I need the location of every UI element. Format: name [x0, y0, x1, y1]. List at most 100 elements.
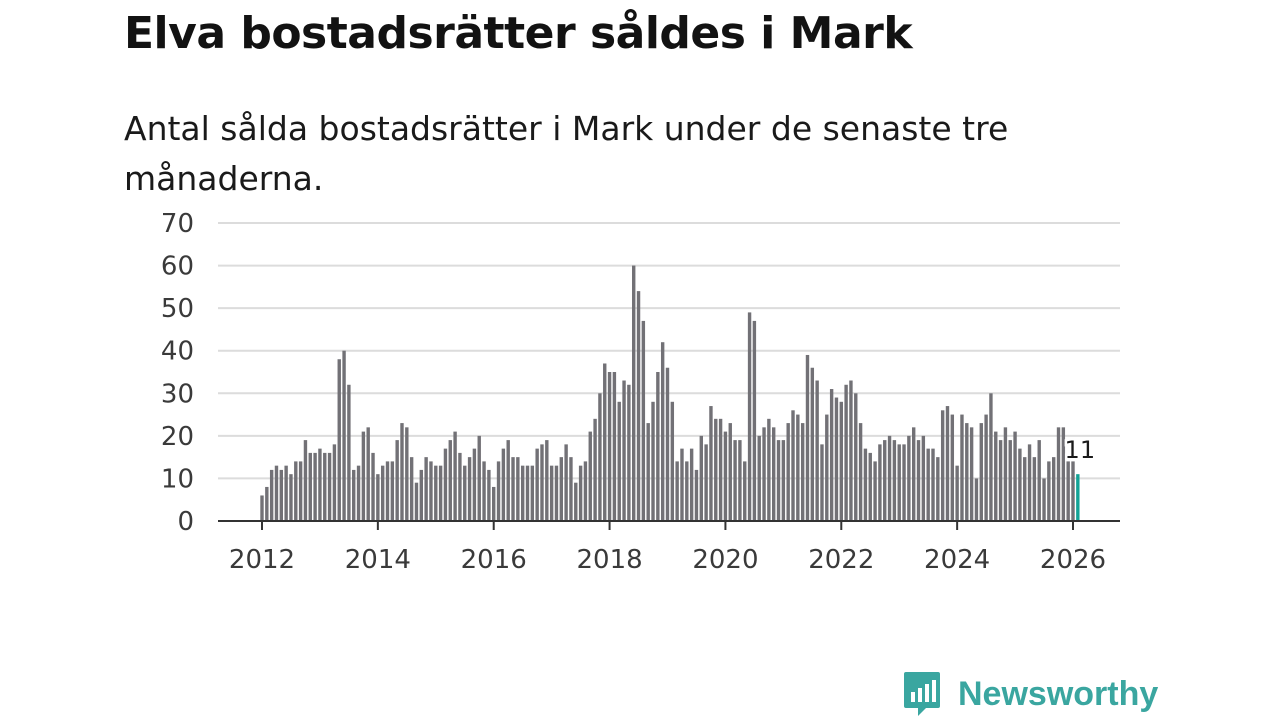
bar: [902, 444, 906, 521]
bars: [260, 265, 1080, 521]
bar: [694, 469, 699, 521]
bar: [492, 486, 496, 521]
bar: [385, 461, 390, 521]
bar: [419, 469, 423, 521]
x-tick-label: 2026: [1040, 545, 1106, 575]
bar: [665, 367, 670, 521]
bar: [400, 423, 404, 521]
bar: [506, 440, 510, 521]
bar: [603, 363, 607, 521]
bar: [612, 372, 617, 521]
bar: [545, 440, 549, 521]
y-tick-label: 0: [177, 507, 194, 537]
bar: [965, 423, 969, 521]
bar: [892, 440, 897, 521]
x-tick-label: 2014: [345, 545, 411, 575]
bar: [863, 448, 868, 521]
bar: [762, 427, 766, 521]
bar: [1032, 457, 1037, 521]
bar: [984, 414, 988, 521]
bar: [298, 461, 303, 521]
bar-latest: [1076, 474, 1080, 521]
bar: [660, 342, 665, 521]
bar: [767, 418, 771, 521]
x-axis-ticks: 2012 2014 2016 2018 2020 2022 2024 2026: [229, 521, 1106, 575]
bar: [680, 448, 684, 521]
bar: [342, 350, 346, 521]
bar: [723, 431, 728, 521]
bar: [361, 431, 366, 521]
bar: [284, 465, 288, 521]
bar: [429, 461, 433, 521]
bar: [786, 423, 790, 521]
bar: [627, 384, 631, 521]
bar: [1023, 457, 1027, 521]
bar: [675, 461, 679, 521]
bar: [718, 418, 723, 521]
bar: [318, 448, 322, 521]
bar: [482, 461, 486, 521]
y-axis-ticks: 0 10 20 30 40 50 60 70: [161, 209, 194, 537]
bar: [260, 495, 264, 521]
bar: [395, 440, 399, 521]
bar: [998, 440, 1003, 521]
bar: [1061, 427, 1066, 521]
bar: [1008, 440, 1012, 521]
bar: [516, 457, 520, 521]
bar: [525, 465, 530, 521]
bar: [883, 440, 887, 521]
bar: [781, 440, 786, 521]
bar: [438, 465, 443, 521]
bar: [912, 427, 916, 521]
bar: [1013, 431, 1017, 521]
bar: [564, 444, 568, 521]
bar: [390, 461, 395, 521]
bar: [366, 427, 370, 521]
bar: [308, 452, 312, 521]
bar: [868, 452, 872, 521]
bar: [994, 431, 998, 521]
bar: [931, 448, 935, 521]
bar: [501, 448, 506, 521]
bar: [1027, 444, 1032, 521]
bar: [796, 414, 800, 521]
x-tick-label: 2020: [692, 545, 758, 575]
bar: [670, 401, 675, 521]
y-tick-label: 40: [161, 337, 194, 367]
bar: [371, 452, 375, 521]
bar: [1051, 457, 1056, 521]
bar: [1018, 448, 1022, 521]
x-tick-label: 2012: [229, 545, 295, 575]
bar: [549, 465, 554, 521]
bar-chart-icon: [904, 672, 940, 716]
data-labels: 11: [1062, 434, 1098, 467]
bar: [294, 461, 298, 521]
bar: [463, 465, 467, 521]
bar: [743, 461, 747, 521]
bar: [520, 465, 525, 521]
bar: [752, 320, 757, 521]
bar: [689, 448, 694, 521]
bar: [588, 431, 592, 521]
bar: [598, 393, 602, 521]
newsworthy-logo[interactable]: Newsworthy: [902, 670, 1158, 718]
bar: [776, 440, 781, 521]
bar: [1047, 461, 1051, 521]
bar: [347, 384, 351, 521]
bar: [448, 440, 452, 521]
y-tick-label: 50: [161, 294, 194, 324]
last-value-label: 11: [1065, 436, 1096, 464]
bar: [303, 440, 308, 521]
bar: [873, 461, 877, 521]
x-tick-label: 2022: [808, 545, 874, 575]
bar: [887, 435, 892, 521]
bar: [530, 465, 535, 521]
bar: [960, 414, 964, 521]
bar: [940, 410, 945, 521]
y-tick-label: 10: [161, 464, 194, 494]
bar: [878, 444, 882, 521]
bar: [636, 291, 641, 521]
bar: [955, 465, 959, 521]
bar: [825, 414, 829, 521]
bar: [921, 435, 926, 521]
